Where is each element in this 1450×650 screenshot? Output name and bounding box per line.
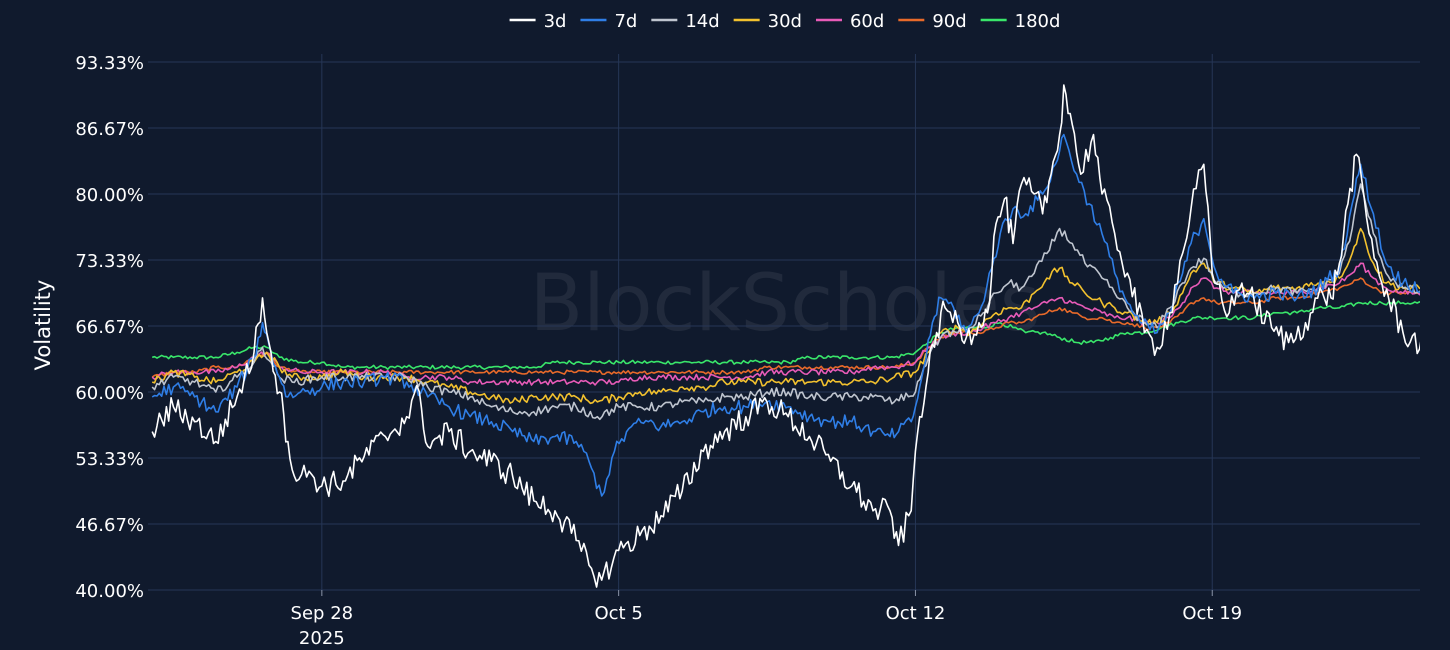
legend-label-180d[interactable]: 180d	[1015, 11, 1061, 32]
legend-label-30d[interactable]: 30d	[768, 11, 802, 32]
legend-label-60d[interactable]: 60d	[850, 11, 884, 32]
y-tick-label: 80.00%	[75, 185, 144, 206]
legend-label-7d[interactable]: 7d	[614, 11, 637, 32]
x-axis-ticks: Sep 28 2025 Oct 5 Oct 12 Oct 19	[291, 590, 1242, 649]
legend-label-3d[interactable]: 3d	[544, 11, 567, 32]
legend: 3d 7d 14d 30d 60d 90d 180d	[509, 11, 1061, 32]
y-tick-label: 73.33%	[75, 251, 144, 272]
y-tick-label: 60.00%	[75, 383, 144, 404]
y-axis-ticks: 93.33% 86.67% 80.00% 73.33% 66.67% 60.00% 53.3…	[75, 53, 144, 602]
series-line-180d	[152, 300, 1420, 370]
series-line-90d	[151, 277, 1420, 378]
series-line-60d	[151, 262, 1420, 386]
y-tick-label: 86.67%	[75, 119, 144, 140]
series-line-3d	[151, 84, 1420, 588]
x-tick-label: Sep 28	[291, 603, 354, 624]
series-group	[151, 84, 1420, 588]
x-tick-label: Oct 19	[1182, 603, 1242, 624]
series-line-14d	[151, 183, 1420, 421]
watermark: BlockScholes	[530, 259, 1041, 349]
y-axis-label: Volatility	[31, 280, 55, 371]
y-tick-label: 93.33%	[75, 53, 144, 74]
y-tick-label: 53.33%	[75, 449, 144, 470]
x-tick-label: Oct 12	[886, 603, 946, 624]
series-line-7d	[151, 133, 1420, 497]
y-tick-label: 66.67%	[75, 317, 144, 338]
x-tick-sublabel: 2025	[299, 628, 345, 649]
y-tick-label: 46.67%	[75, 515, 144, 536]
legend-label-14d[interactable]: 14d	[685, 11, 719, 32]
grid	[148, 54, 1420, 591]
x-tick-label: Oct 5	[594, 603, 642, 624]
legend-label-90d[interactable]: 90d	[932, 11, 966, 32]
y-tick-label: 40.00%	[75, 581, 144, 602]
